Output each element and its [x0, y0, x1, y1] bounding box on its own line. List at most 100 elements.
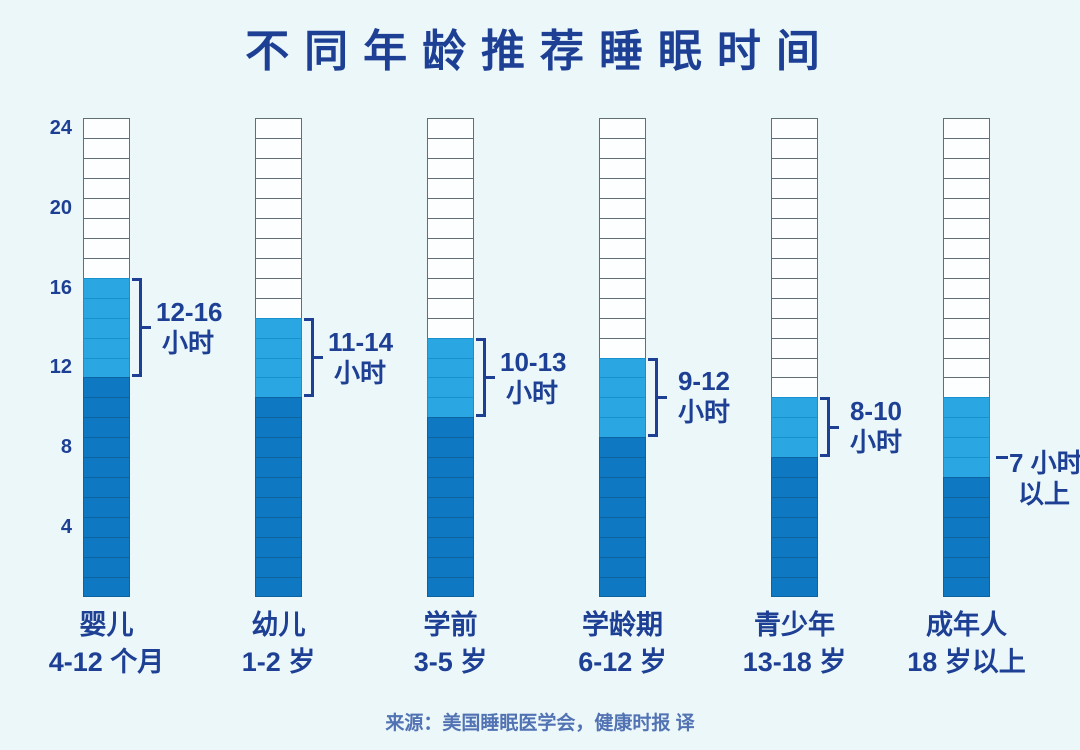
hour-cell-18 — [771, 238, 818, 259]
hour-cell-17 — [255, 258, 302, 279]
hour-cell-19 — [943, 218, 990, 239]
hour-cell-16 — [599, 278, 646, 299]
hour-cell-4 — [943, 517, 990, 538]
range-bracket — [648, 357, 667, 438]
hour-cell-9 — [599, 417, 646, 438]
hour-cell-12 — [943, 358, 990, 378]
y-axis-tick-8: 8 — [60, 436, 72, 459]
range-bracket — [476, 337, 495, 418]
hour-cell-23 — [599, 138, 646, 159]
hour-cell-22 — [255, 158, 302, 179]
bracket-nub — [655, 395, 667, 399]
hour-cell-17 — [943, 258, 990, 279]
hour-cell-6 — [255, 477, 302, 498]
sleep-bar-学龄期 — [599, 118, 646, 597]
range-line-2: 小时 — [849, 427, 902, 458]
hour-cell-16 — [255, 278, 302, 299]
hour-cell-17 — [83, 258, 130, 279]
age-group-name: 成年人 — [926, 610, 1007, 640]
hour-cell-2 — [83, 557, 130, 578]
hour-cell-13 — [255, 338, 302, 359]
hour-cell-10 — [83, 397, 130, 418]
range-bracket — [304, 317, 323, 398]
hour-cell-20 — [427, 198, 474, 219]
sleep-bar-学前 — [427, 118, 474, 597]
range-line-1: 10-13 — [500, 346, 567, 377]
hour-cell-21 — [255, 178, 302, 199]
hour-cell-18 — [255, 238, 302, 259]
hour-cell-14 — [427, 318, 474, 339]
hour-cell-4 — [255, 517, 302, 538]
hour-cell-22 — [771, 158, 818, 179]
hour-cell-13 — [427, 338, 474, 359]
range-line-1: 8-10 — [849, 396, 903, 427]
range-line-1: 12-16 — [156, 296, 223, 327]
hour-cell-23 — [943, 138, 990, 159]
hour-cell-13 — [83, 338, 130, 359]
age-group-range: 3-5 岁 — [413, 647, 488, 677]
hour-cell-20 — [771, 198, 818, 219]
hour-cell-3 — [83, 537, 130, 558]
range-line-1: 9-12 — [677, 366, 731, 397]
hour-cell-24 — [83, 118, 130, 139]
hour-cell-20 — [83, 198, 130, 219]
hour-cell-16 — [427, 278, 474, 299]
age-group-label: 青少年 13-18 岁 — [695, 607, 895, 681]
hour-cell-6 — [771, 477, 818, 498]
age-group-range: 4-12 个月 — [48, 647, 165, 677]
range-line-2: 小时 — [161, 327, 214, 358]
hour-cell-15 — [771, 298, 818, 319]
hour-cell-1 — [427, 577, 474, 597]
y-axis-tick-4: 4 — [60, 516, 72, 539]
range-bracket — [132, 277, 151, 378]
hour-cell-21 — [943, 178, 990, 199]
hour-cell-21 — [599, 178, 646, 199]
hour-cell-22 — [943, 158, 990, 179]
hour-cell-5 — [255, 497, 302, 518]
hour-cell-2 — [943, 557, 990, 578]
hour-cell-18 — [943, 238, 990, 259]
hour-cell-3 — [771, 537, 818, 558]
hour-cell-3 — [943, 537, 990, 558]
hour-cell-12 — [83, 358, 130, 378]
hour-cell-23 — [427, 138, 474, 159]
hour-cell-2 — [255, 557, 302, 578]
hour-cell-19 — [771, 218, 818, 239]
hour-cell-10 — [943, 397, 990, 418]
hour-cell-24 — [255, 118, 302, 139]
age-group-label: 成年人 18 岁以上 — [867, 607, 1067, 681]
hour-cell-6 — [427, 477, 474, 498]
hour-cell-11 — [255, 377, 302, 398]
hour-cell-9 — [255, 417, 302, 438]
hour-cell-2 — [599, 557, 646, 578]
hour-cell-1 — [599, 577, 646, 597]
hour-cell-14 — [943, 318, 990, 339]
hour-cell-5 — [599, 497, 646, 518]
age-group-range: 1-2 岁 — [241, 647, 316, 677]
hour-cell-9 — [427, 417, 474, 438]
hour-cell-24 — [771, 118, 818, 139]
hour-cell-3 — [255, 537, 302, 558]
hour-cell-12 — [255, 358, 302, 378]
range-line-2: 小时 — [505, 377, 558, 408]
y-axis-tick-24: 24 — [49, 116, 72, 139]
hour-cell-3 — [599, 537, 646, 558]
hour-cell-8 — [599, 437, 646, 458]
age-group-range: 18 岁以上 — [907, 647, 1026, 677]
hour-cell-1 — [83, 577, 130, 597]
age-group-name: 学龄期 — [582, 610, 663, 640]
range-tickmark — [996, 455, 1008, 459]
hour-cell-10 — [599, 397, 646, 418]
hour-cell-19 — [599, 218, 646, 239]
hour-cell-18 — [83, 238, 130, 259]
hour-cell-7 — [427, 457, 474, 478]
hour-cell-5 — [83, 497, 130, 518]
sleep-bar-幼儿 — [255, 118, 302, 597]
hour-cell-20 — [943, 198, 990, 219]
sleep-range-label: 7 小时 以上 — [1009, 448, 1080, 510]
hour-cell-14 — [771, 318, 818, 339]
hour-cell-1 — [255, 577, 302, 597]
hour-cell-4 — [427, 517, 474, 538]
hour-cell-11 — [599, 377, 646, 398]
hour-cell-6 — [599, 477, 646, 498]
